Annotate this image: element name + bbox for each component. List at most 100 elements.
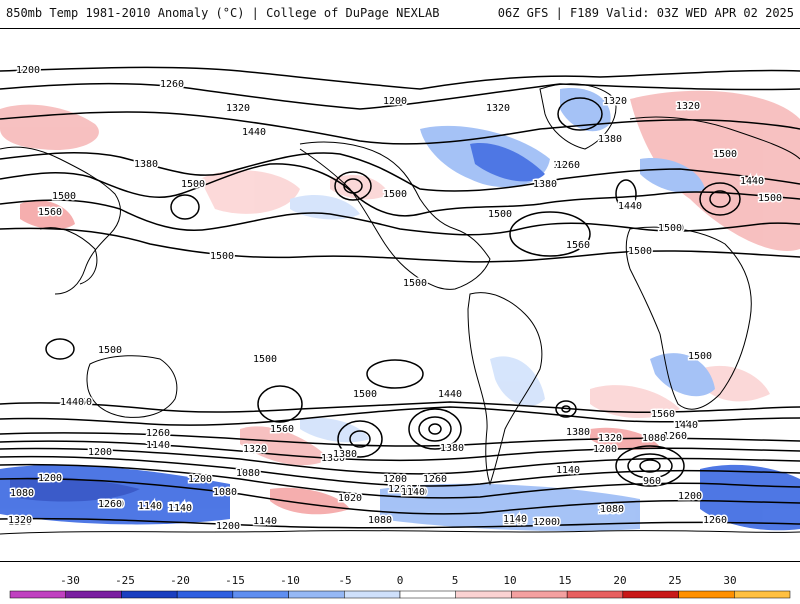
contour-label: 1320 xyxy=(598,433,622,444)
contour-1260-south xyxy=(0,447,800,475)
contour-label: 1440 xyxy=(618,201,642,212)
contour-1500-south xyxy=(0,406,800,426)
colorbar-swatch xyxy=(734,590,791,599)
contour-label: 1440 xyxy=(60,397,84,408)
contour-label: 1560 xyxy=(270,424,294,435)
contour-label: 1080 xyxy=(600,504,624,515)
colorbar-tick-label: 20 xyxy=(613,574,626,587)
colorbar-swatch xyxy=(232,590,289,599)
closed-low-southern-ocean-3 xyxy=(639,459,661,473)
closed-high-indian-ocean xyxy=(45,338,75,360)
contour-label: 960 xyxy=(643,476,661,487)
closed-low-south-pacific-3 xyxy=(428,423,442,435)
anomaly-shading xyxy=(0,88,800,531)
contour-label: 1140 xyxy=(168,503,192,514)
contour-label: 1200 xyxy=(536,517,560,528)
contour-1260-north xyxy=(0,82,800,110)
contour-1560-south xyxy=(0,401,800,414)
contour-label: 1260 xyxy=(703,515,727,526)
contour-label: 1140 xyxy=(253,516,277,527)
colorbar-swatch xyxy=(9,590,66,599)
colorbar-swatch xyxy=(678,590,735,599)
colorbar-tick-label: 30 xyxy=(723,574,736,587)
contour-label: 1560 xyxy=(68,397,92,408)
contour-label: 1080 xyxy=(598,505,622,516)
contour-label: 1440 xyxy=(242,127,266,138)
contour-label: 1080 xyxy=(236,468,260,479)
contour-1500 xyxy=(0,199,800,236)
closed-low-southern-ocean-2 xyxy=(627,453,673,479)
cold-anomaly-southern-ocean-deep xyxy=(10,477,140,502)
coast-north-america xyxy=(299,141,491,290)
contour-label: 1140 xyxy=(146,440,170,451)
colorbar-swatch xyxy=(622,590,679,599)
contour-label: 1500 xyxy=(383,189,407,200)
contour-1440 xyxy=(0,163,800,217)
contour-label: 1200 xyxy=(388,484,412,495)
contour-label: 1260 xyxy=(663,431,687,442)
contour-label: 1380 xyxy=(566,427,590,438)
contour-1200-far-south xyxy=(0,517,800,529)
contour-label: 1500 xyxy=(688,351,712,362)
coastlines xyxy=(0,83,800,535)
closed-low-atlantic xyxy=(615,179,637,209)
colorbar-ticks: -30 -25 -20 -15 -10 -5 0 5 10 15 20 25 30 xyxy=(60,574,737,587)
warm-anomaly-indian xyxy=(700,365,770,402)
contour-label: 1320 xyxy=(243,444,267,455)
closed-high-sc-pacific xyxy=(257,385,303,423)
contour-1380-south xyxy=(0,432,800,447)
contour-label: 1440 xyxy=(438,389,462,400)
closed-low-south-pacific-2 xyxy=(418,416,452,442)
contour-label: 1560 xyxy=(38,207,62,218)
contour-label: 1200 xyxy=(383,474,407,485)
contour-label: 1440 xyxy=(674,420,698,431)
contour-label: 1500 xyxy=(758,193,782,204)
coast-australia xyxy=(86,355,178,418)
colorbar-swatch xyxy=(399,590,456,599)
contour-label: 1260 xyxy=(556,160,580,171)
colorbar-swatch xyxy=(566,590,624,599)
colorbar-swatch xyxy=(121,590,178,599)
colorbar-swatch xyxy=(176,590,234,599)
contour-1320-north xyxy=(0,111,800,145)
contour-label: 1140 xyxy=(168,502,192,513)
contour-1080-south xyxy=(0,477,800,515)
cold-anomaly-north-pacific xyxy=(290,194,360,220)
contour-label: 1140 xyxy=(138,501,162,512)
contour-label: 1140 xyxy=(556,465,580,476)
contour-label: 1020 xyxy=(338,493,362,504)
contour-label: 1260 xyxy=(100,499,124,510)
contour-label: 1380 xyxy=(134,159,158,170)
contour-label: 1200 xyxy=(216,521,240,532)
colorbar-tick-label: 25 xyxy=(668,574,681,587)
contour-label: 1080 xyxy=(642,433,666,444)
colorbar-swatch xyxy=(344,590,401,599)
contour-label: 1320 xyxy=(486,103,510,114)
cold-anomaly-southeast xyxy=(700,464,800,531)
colorbar: -30 -25 -20 -15 -10 -5 0 5 10 15 20 25 30 xyxy=(0,560,800,600)
contour-label: 1500 xyxy=(181,179,205,190)
colorbar-tick-label: -25 xyxy=(115,574,135,587)
contour-1380 xyxy=(0,152,800,192)
contour-1320-south xyxy=(0,440,800,462)
coast-europe xyxy=(629,116,800,160)
contour-label: 1320 xyxy=(226,103,250,114)
contour-label: 1200 xyxy=(678,491,702,502)
contour-1200-north xyxy=(0,66,800,90)
contour-label: 1140 xyxy=(403,487,427,498)
colorbar-tick-label: 5 xyxy=(452,574,459,587)
contour-label: 1380 xyxy=(533,179,557,190)
colorbar-swatch xyxy=(511,590,568,599)
contour-1560-north xyxy=(0,227,800,263)
closed-low-greenland-sea xyxy=(557,97,603,131)
colorbar-svg: -30 -25 -20 -15 -10 -5 0 5 10 15 20 25 30 xyxy=(9,574,791,599)
cold-anomaly-south-america xyxy=(490,356,545,407)
contour-label: 1080 xyxy=(368,515,392,526)
contour-label: 1260 xyxy=(160,79,184,90)
anomaly-map: 1200 1260 1320 1380 1440 1500 1560 1500 1500 1500… xyxy=(0,28,800,562)
colorbar-swatch xyxy=(288,590,345,599)
map-title: 850mb Temp 1981-2010 Anomaly (°C) | Coll… xyxy=(6,6,440,20)
contour-label: 1260 xyxy=(98,499,122,510)
contour-label: 1500 xyxy=(713,149,737,160)
colorbar-tick-label: -10 xyxy=(280,574,300,587)
